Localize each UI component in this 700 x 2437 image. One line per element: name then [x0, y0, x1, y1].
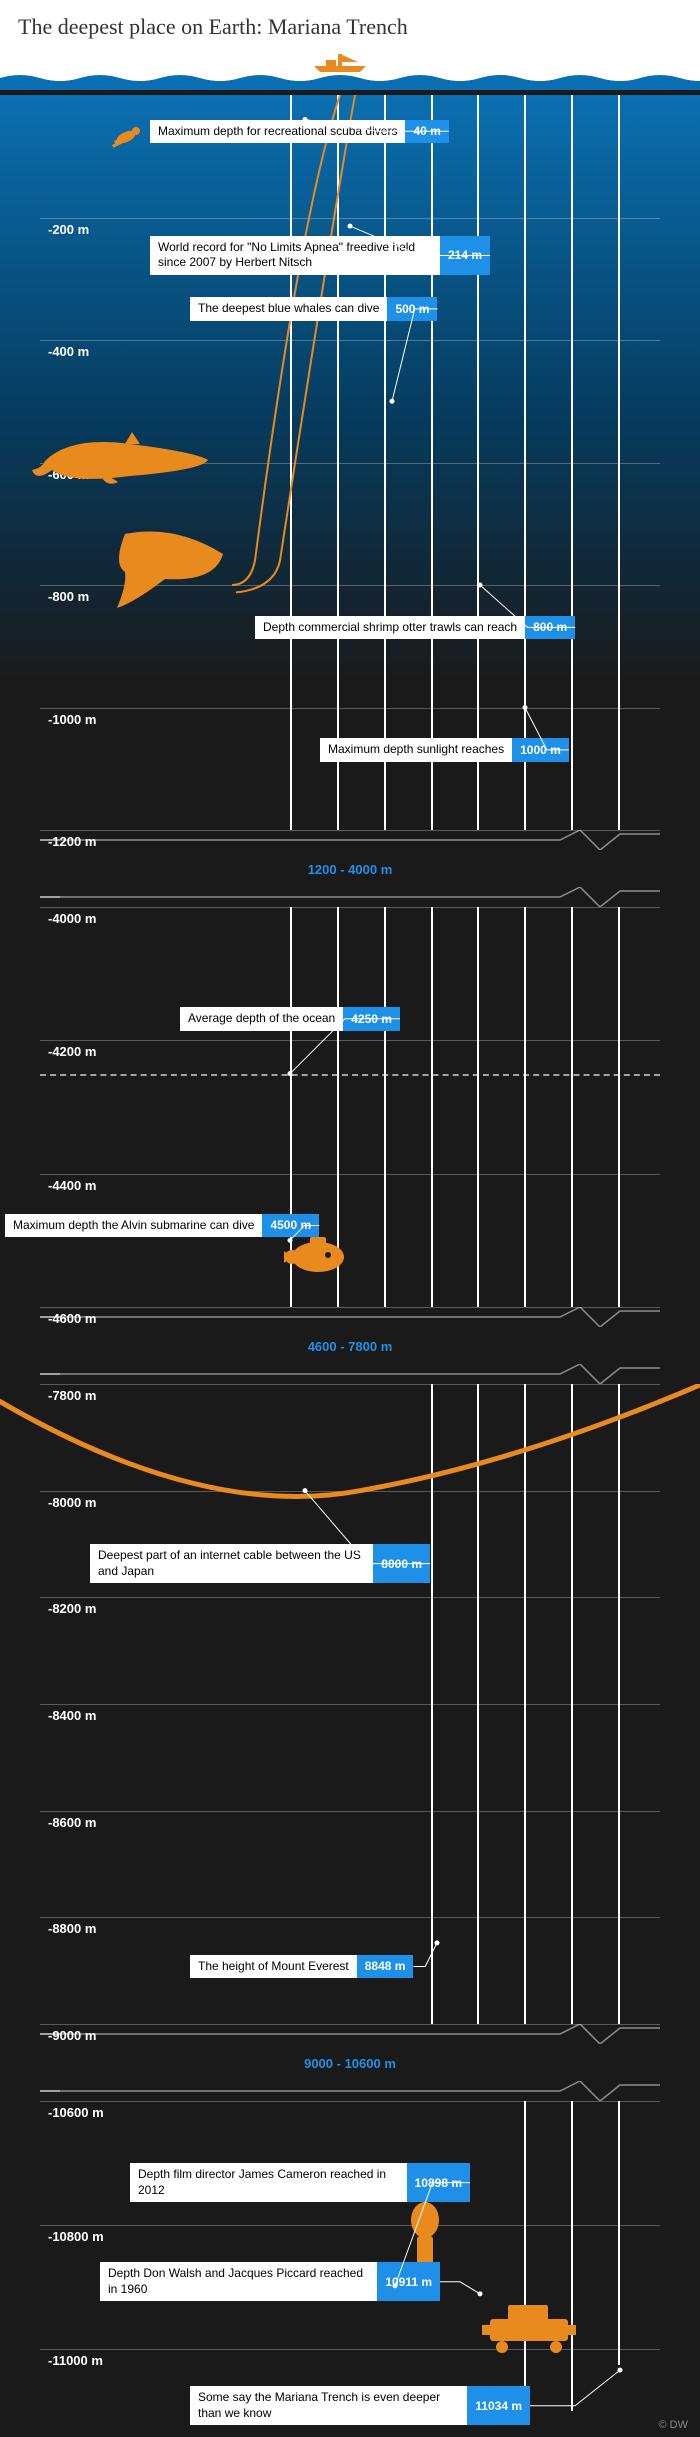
callout-value: 40 m [405, 120, 448, 144]
callout-value: 800 m [525, 616, 575, 640]
callout: Deepest part of an internet cable betwee… [90, 1544, 430, 1583]
depth-axis-label: -200 m [48, 222, 89, 237]
break-label: 9000 - 10600 m [0, 2044, 700, 2081]
callout: Average depth of the ocean4250 m [180, 1007, 400, 1031]
callout-text: Depth Don Walsh and Jacques Piccard reac… [100, 2262, 377, 2301]
vline [618, 95, 620, 830]
vline [337, 95, 339, 830]
bathyscaphe-icon [480, 2299, 580, 2360]
callout-value: 1000 m [512, 738, 569, 762]
callout-text: Average depth of the ocean [180, 1007, 343, 1031]
vline [571, 95, 573, 830]
depth-axis-label: -10800 m [48, 2229, 104, 2244]
vline [290, 95, 292, 830]
whale-icon [30, 426, 220, 501]
vline [571, 907, 573, 1307]
callout-value: 10911 m [377, 2262, 440, 2301]
depth-axis-label: -11000 m [48, 2353, 103, 2368]
vline [477, 907, 479, 1307]
depth-axis-label: -1000 m [48, 712, 96, 727]
callout: Some say the Mariana Trench is even deep… [190, 2386, 530, 2425]
callout-value: 4250 m [343, 1007, 400, 1031]
callout-text: Maximum depth sunlight reaches [320, 738, 512, 762]
depth-axis-label: -8000 m [48, 1495, 96, 1510]
depth-axis-label: -4000 m [48, 911, 96, 926]
callout: Maximum depth sunlight reaches1000 m [320, 738, 569, 762]
vline [571, 2101, 573, 2411]
callout-text: Depth commercial shrimp otter trawls can… [255, 616, 525, 640]
sperm-whale-icon [105, 524, 235, 619]
callout-text: Deepest part of an internet cable betwee… [90, 1544, 373, 1583]
depth-axis-label: -8600 m [48, 1815, 96, 1830]
callout: Depth film director James Cameron reache… [130, 2163, 470, 2202]
vline [384, 907, 386, 1307]
callout: The deepest blue whales can dive500 m [190, 297, 437, 321]
callout-value: 500 m [387, 297, 437, 321]
callout: World record for "No Limits Apnea" freed… [150, 236, 490, 275]
break-label: 1200 - 4000 m [0, 850, 700, 887]
callout-value: 214 m [440, 236, 490, 275]
credit: © DW [659, 2419, 689, 2431]
depth-axis-label: -400 m [48, 344, 89, 359]
callout: Depth commercial shrimp otter trawls can… [255, 616, 575, 640]
vline [618, 907, 620, 1307]
vline [431, 95, 433, 830]
callout-text: World record for "No Limits Apnea" freed… [150, 236, 440, 275]
page-title: The deepest place on Earth: Mariana Tren… [0, 0, 700, 50]
callout-value: 8000 m [373, 1544, 430, 1583]
depth-axis-label: -8200 m [48, 1601, 96, 1616]
depth-axis-label: -800 m [48, 589, 89, 604]
callout: Maximum depth for recreational scuba div… [150, 120, 449, 144]
vline [524, 907, 526, 1307]
depth-axis-label: -8400 m [48, 1708, 96, 1723]
callout-text: Depth film director James Cameron reache… [130, 2163, 407, 2202]
callout-text: Maximum depth the Alvin submarine can di… [5, 1214, 262, 1238]
depth-axis-label: -7800 m [48, 1388, 96, 1403]
callout-text: Maximum depth for recreational scuba div… [150, 120, 405, 144]
callout-value: 8848 m [357, 1955, 414, 1979]
vline [477, 1384, 479, 2024]
vline [524, 95, 526, 830]
diver-icon [110, 123, 150, 162]
callout-value: 4500 m [262, 1214, 319, 1238]
callout-value: 10898 m [407, 2163, 470, 2202]
callout-text: Some say the Mariana Trench is even deep… [190, 2386, 467, 2425]
vline [384, 95, 386, 830]
vline [618, 1384, 620, 2024]
depth-axis-label: -4400 m [48, 1178, 96, 1193]
vline [571, 1384, 573, 2024]
vline [431, 907, 433, 1307]
surface-boat [0, 50, 700, 95]
vline [524, 2101, 526, 2411]
vline [431, 1384, 433, 2024]
callout-value: 11034 m [467, 2386, 530, 2425]
callout: The height of Mount Everest8848 m [190, 1955, 413, 1979]
depth-axis-label: -10600 m [48, 2105, 104, 2120]
depth-axis-label: -4200 m [48, 1044, 96, 1059]
depth-axis-label: -8800 m [48, 1921, 96, 1936]
callout-text: The deepest blue whales can dive [190, 297, 387, 321]
vline [618, 2101, 620, 2365]
callout: Depth Don Walsh and Jacques Piccard reac… [100, 2262, 440, 2301]
callout: Maximum depth the Alvin submarine can di… [5, 1214, 319, 1238]
vline [477, 95, 479, 830]
break-label: 4600 - 7800 m [0, 1327, 700, 1364]
vline [524, 1384, 526, 2024]
callout-text: The height of Mount Everest [190, 1955, 357, 1979]
